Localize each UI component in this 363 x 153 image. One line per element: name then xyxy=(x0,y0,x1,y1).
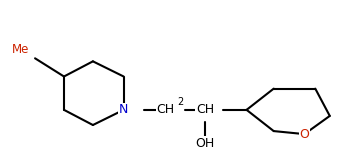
Text: 2: 2 xyxy=(177,97,184,107)
Text: CH: CH xyxy=(156,103,174,116)
Text: N: N xyxy=(119,103,129,116)
Text: OH: OH xyxy=(195,137,215,150)
Text: CH: CH xyxy=(196,103,214,116)
Text: Me: Me xyxy=(12,43,29,56)
Text: O: O xyxy=(299,128,309,141)
